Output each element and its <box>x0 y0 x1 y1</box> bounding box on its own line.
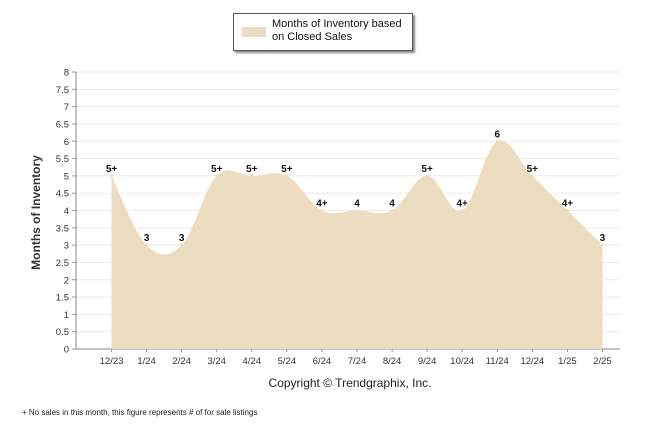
x-tick-label: 1/25 <box>558 356 577 367</box>
data-point <box>425 174 429 178</box>
x-tick-label: 3/24 <box>207 356 226 367</box>
data-label: 5+ <box>421 164 433 175</box>
x-tick-label: 4/24 <box>243 356 262 367</box>
x-tick-label: 12/24 <box>520 356 544 367</box>
data-label: 3 <box>600 233 606 244</box>
y-tick-label: 4 <box>64 206 69 217</box>
y-axis-label: Months of Inventory <box>29 155 43 270</box>
x-tick-label: 12/23 <box>100 356 124 367</box>
data-label: 4+ <box>562 199 574 210</box>
series-area <box>111 140 603 349</box>
y-tick-label: 2 <box>64 275 69 286</box>
x-tick-label: 9/24 <box>418 356 437 367</box>
y-tick-label: 3.5 <box>56 223 69 234</box>
x-tick-label: 7/24 <box>348 356 367 367</box>
data-label: 4 <box>389 199 395 210</box>
data-point <box>460 209 464 212</box>
y-tick-label: 5.5 <box>56 154 69 165</box>
data-point <box>180 243 184 247</box>
y-tick-label: 2.5 <box>56 258 69 269</box>
y-tick-label: 4.5 <box>56 189 69 200</box>
data-point <box>565 209 569 212</box>
footnote-text: + No sales in this month, this figure re… <box>22 408 258 417</box>
data-label: 5+ <box>281 164 293 175</box>
data-label: 4 <box>354 199 360 210</box>
data-label: 5+ <box>106 164 118 175</box>
data-label: 4+ <box>316 199 328 210</box>
chart-legend: Months of Inventory based on Closed Sale… <box>233 13 413 51</box>
data-label: 3 <box>179 233 185 244</box>
x-tick-label: 11/24 <box>486 356 509 367</box>
x-tick-label: 6/24 <box>313 356 332 367</box>
data-label: 5+ <box>527 164 539 175</box>
y-tick-label: 5 <box>64 171 69 182</box>
data-point <box>320 209 324 212</box>
data-point <box>215 174 219 178</box>
data-label: 4+ <box>456 199 468 210</box>
copyright-text: Copyright © Trendgraphix, Inc. <box>268 376 432 390</box>
data-label: 3 <box>144 233 150 244</box>
data-label: 6 <box>494 129 500 140</box>
x-tick-label: 1/24 <box>137 356 156 367</box>
data-point <box>110 174 114 178</box>
data-point <box>495 139 499 143</box>
data-point <box>600 243 604 247</box>
y-tick-label: 8 <box>64 68 69 79</box>
x-tick-label: 2/24 <box>172 356 191 367</box>
y-tick-label: 7.5 <box>56 85 69 96</box>
data-label: 5+ <box>246 164 258 175</box>
y-tick-label: 3 <box>64 241 69 252</box>
legend-label: Months of Inventory based on Closed Sale… <box>272 18 402 43</box>
data-point <box>250 174 254 178</box>
y-tick-label: 6.5 <box>56 119 69 130</box>
y-tick-label: 0.5 <box>56 327 69 338</box>
data-point <box>530 174 534 178</box>
data-point <box>285 174 289 178</box>
x-tick-label: 2/25 <box>593 356 612 367</box>
data-point <box>145 243 149 247</box>
x-tick-label: 5/24 <box>278 356 297 367</box>
y-tick-label: 6 <box>64 137 69 148</box>
x-tick-label: 8/24 <box>383 356 402 367</box>
data-point <box>355 209 359 212</box>
y-tick-label: 7 <box>64 102 69 113</box>
legend-swatch <box>242 27 266 37</box>
y-tick-label: 0 <box>64 345 69 356</box>
x-tick-label: 10/24 <box>450 356 474 367</box>
data-point <box>390 209 394 212</box>
y-tick-label: 1 <box>64 310 69 321</box>
data-label: 5+ <box>211 164 223 175</box>
y-tick-label: 1.5 <box>56 293 69 304</box>
